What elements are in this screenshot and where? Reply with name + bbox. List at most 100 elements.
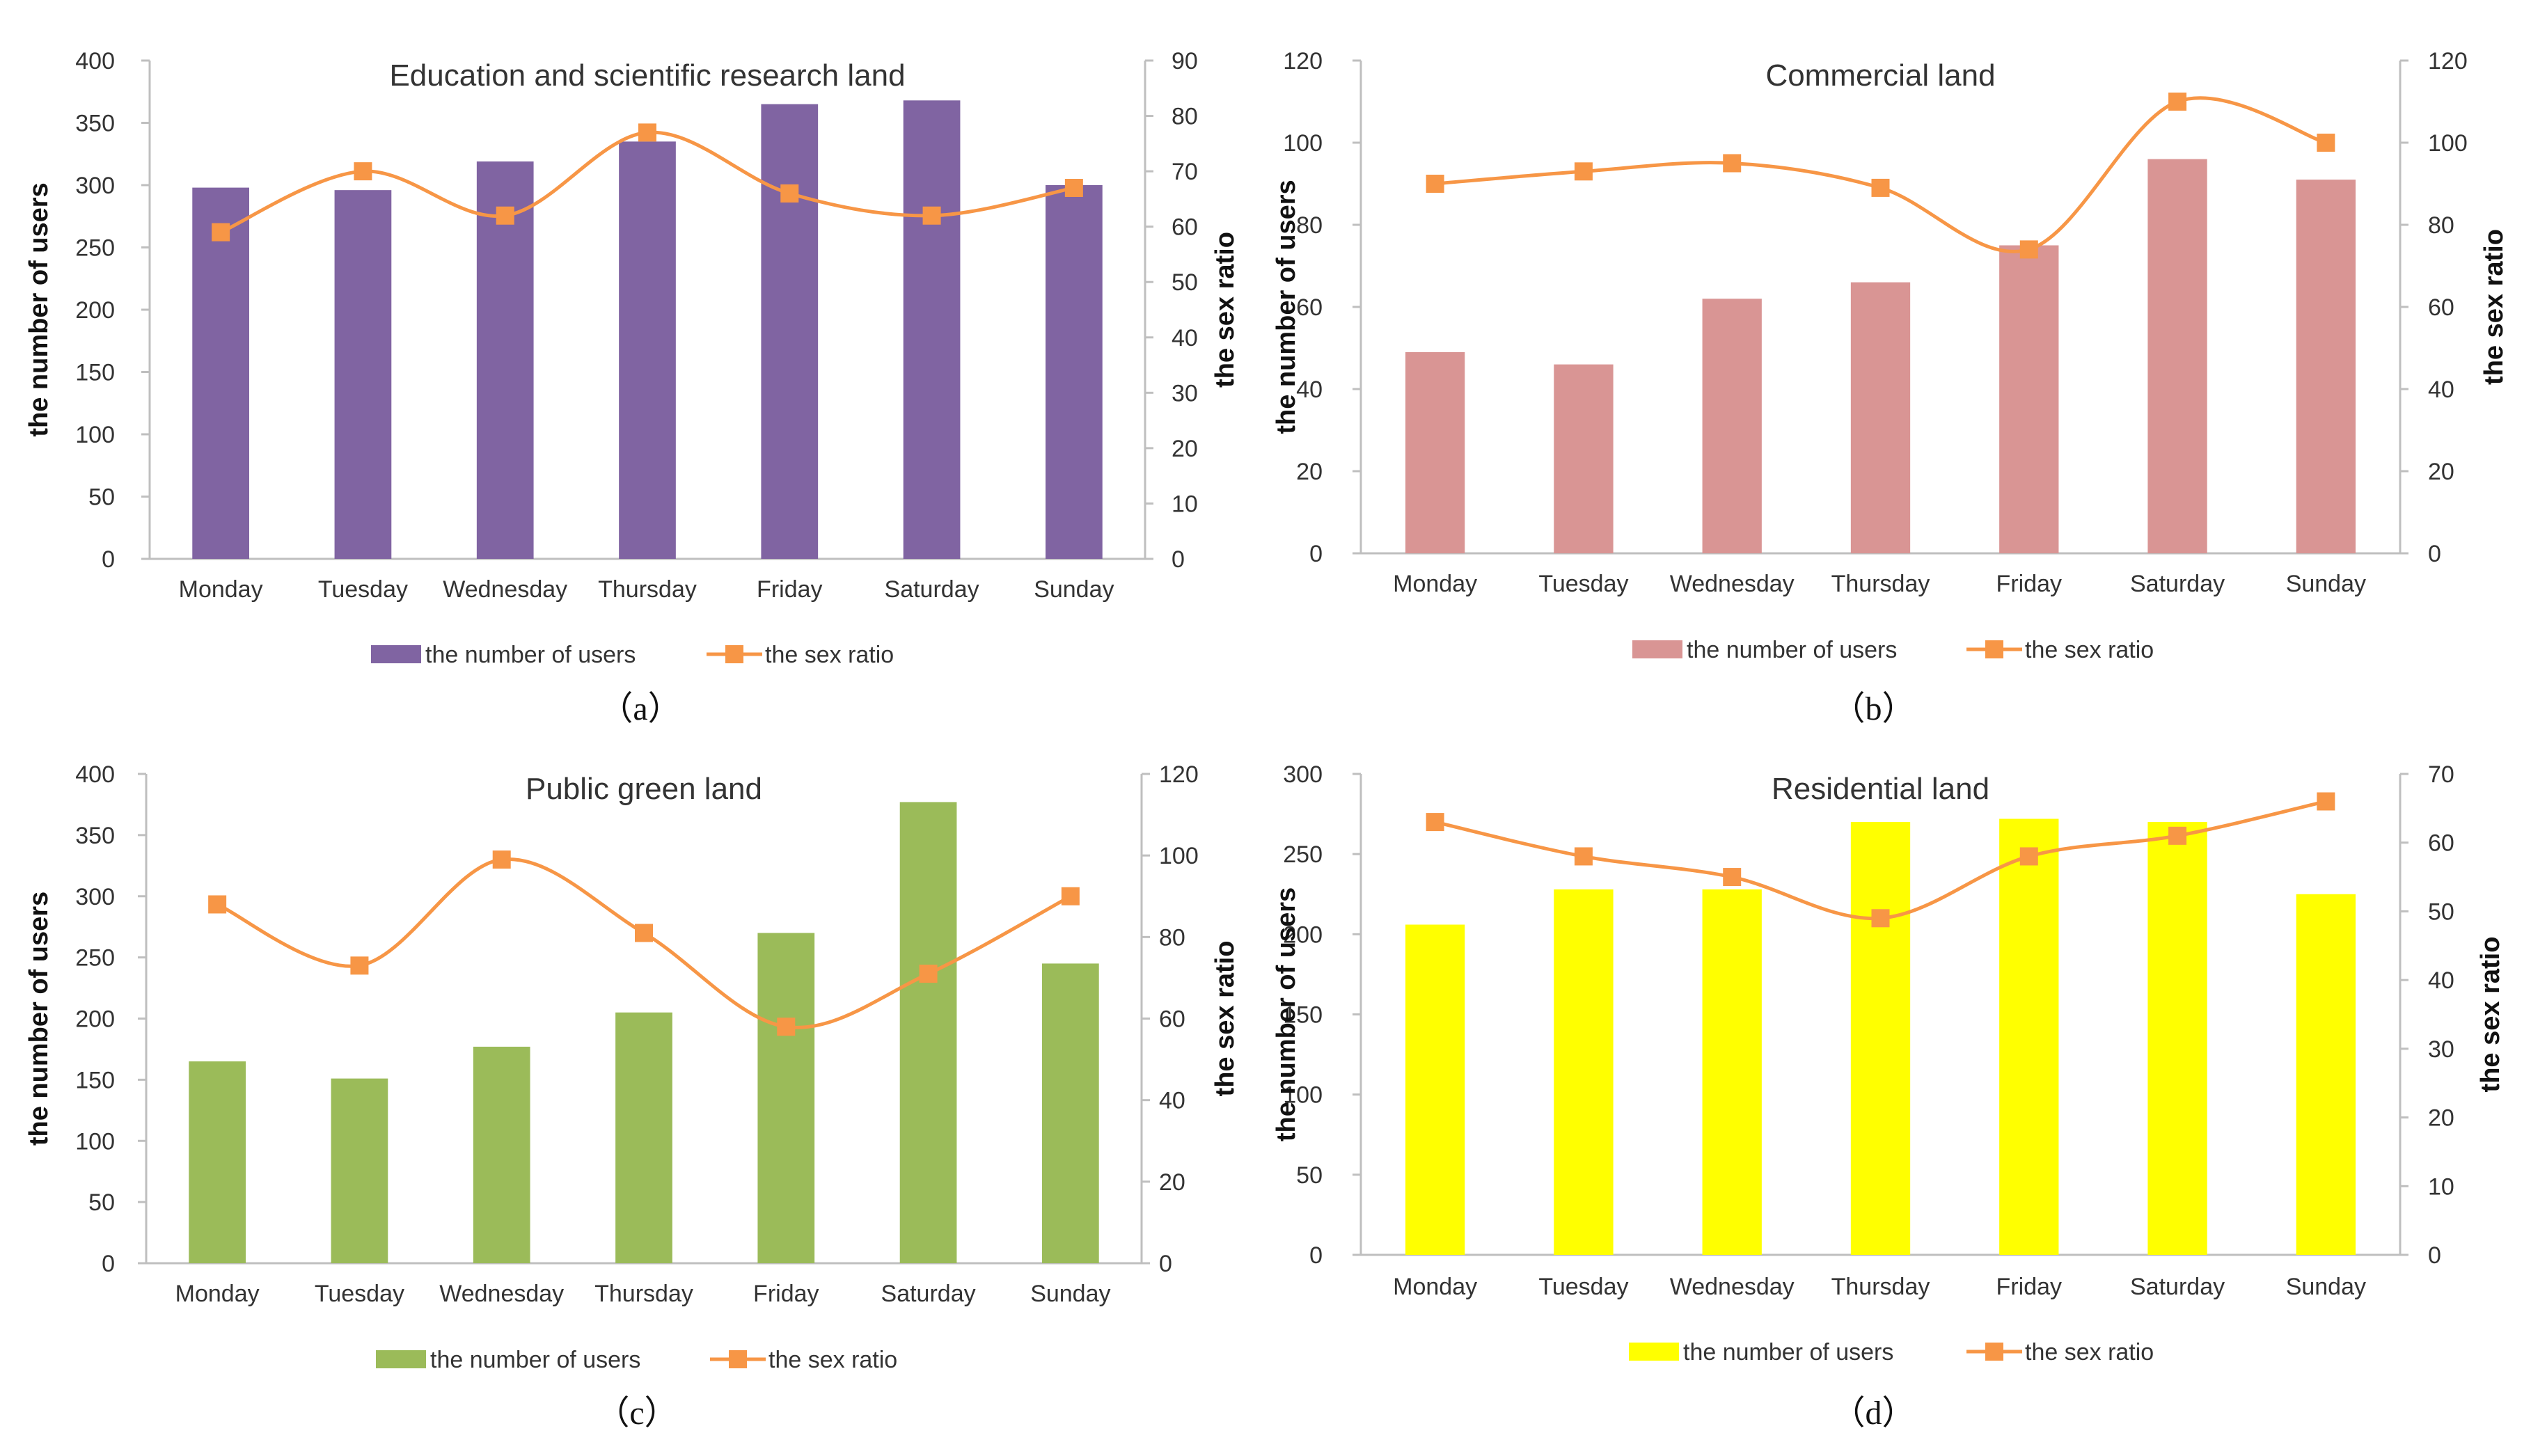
left-tick-label: 0 — [102, 1251, 115, 1277]
right-tick-label: 30 — [2428, 1036, 2454, 1063]
bar — [473, 1046, 530, 1263]
legend: the number of users the sex ratio — [371, 642, 894, 668]
bar — [334, 190, 392, 559]
y-axis-title: the number of users — [1272, 887, 1301, 1141]
left-tick-label: 300 — [75, 884, 115, 910]
right-tick-label: 70 — [1172, 159, 1198, 185]
left-tick-label: 250 — [1283, 841, 1323, 868]
sex-ratio-point — [1426, 175, 1444, 193]
left-tick-label: 200 — [75, 1006, 115, 1033]
x-tick-label: Wednesday — [443, 576, 567, 603]
legend-bar-label: the number of users — [430, 1347, 640, 1373]
legend-bar-swatch — [1629, 1343, 1679, 1361]
bar — [2147, 822, 2207, 1255]
x-tick-label: Sunday — [2286, 1274, 2366, 1300]
chart-title: Residential land — [1772, 772, 1989, 806]
x-tick-label: Saturday — [2130, 1274, 2225, 1300]
x-tick-label: Saturday — [885, 576, 979, 603]
sex-ratio-point — [208, 895, 227, 914]
left-tick-label: 400 — [75, 761, 115, 788]
legend-line-label: the sex ratio — [2025, 637, 2154, 663]
left-tick-label: 250 — [75, 235, 115, 262]
legend-line-marker — [1985, 1343, 2003, 1361]
left-tick-label: 100 — [75, 422, 115, 448]
sex-ratio-point — [212, 223, 230, 242]
right-tick-label: 50 — [2428, 899, 2454, 925]
x-tick-label: Tuesday — [315, 1281, 404, 1307]
legend: the number of users the sex ratio — [376, 1347, 897, 1373]
sex-ratio-point — [1871, 178, 1890, 197]
bar — [1999, 818, 2059, 1255]
sex-ratio-point — [2019, 847, 2038, 866]
legend-bar-label: the number of users — [1683, 1339, 1893, 1366]
left-tick-label: 100 — [75, 1128, 115, 1155]
right-tick-label: 100 — [2428, 130, 2468, 157]
legend-bar-label: the number of users — [425, 642, 636, 668]
left-tick-label: 350 — [75, 111, 115, 137]
right-tick-label: 0 — [2428, 541, 2441, 567]
left-tick-label: 400 — [75, 48, 115, 74]
sex-ratio-point — [1723, 868, 1742, 887]
left-tick-label: 150 — [75, 360, 115, 386]
right-tick-label: 20 — [2428, 459, 2454, 485]
right-tick-label: 40 — [2428, 377, 2454, 403]
right-tick-label: 20 — [1172, 436, 1198, 462]
panel-caption: （d） — [1831, 1395, 1915, 1432]
right-tick-label: 100 — [1159, 843, 1199, 869]
x-tick-label: Thursday — [598, 576, 697, 603]
left-tick-label: 300 — [75, 173, 115, 199]
y2-axis-title: the sex ratio — [1211, 941, 1240, 1097]
legend: the number of users the sex ratio — [1629, 1339, 2154, 1366]
x-tick-label: Sunday — [1034, 576, 1114, 603]
legend: the number of users the sex ratio — [1632, 637, 2154, 663]
legend-line-label: the sex ratio — [768, 1347, 897, 1373]
x-tick-label: Tuesday — [318, 576, 408, 603]
x-tick-label: Monday — [175, 1281, 260, 1307]
bar — [1554, 364, 1614, 553]
left-tick-label: 0 — [1309, 1242, 1323, 1269]
y2-axis-title: the sex ratio — [2479, 229, 2509, 385]
right-tick-label: 0 — [2428, 1242, 2441, 1269]
sex-ratio-point — [2317, 792, 2335, 811]
x-tick-label: Thursday — [1831, 571, 1930, 597]
right-tick-label: 60 — [1172, 214, 1198, 241]
x-tick-label: Thursday — [594, 1281, 693, 1307]
legend-bar-swatch — [371, 645, 421, 663]
sex-ratio-point — [780, 184, 799, 203]
right-tick-label: 60 — [2428, 830, 2454, 857]
bar — [1702, 299, 1762, 553]
bar — [189, 1061, 246, 1263]
sex-ratio-point — [919, 965, 938, 983]
right-tick-label: 0 — [1172, 546, 1185, 573]
right-tick-label: 60 — [2428, 294, 2454, 321]
bar — [2296, 894, 2356, 1255]
sex-ratio-point — [492, 850, 511, 869]
bar — [331, 1078, 388, 1263]
x-tick-label: Saturday — [881, 1281, 976, 1307]
y-axis-title: the number of users — [1272, 180, 1301, 434]
right-tick-label: 10 — [2428, 1173, 2454, 1200]
legend-line-label: the sex ratio — [765, 642, 894, 668]
legend-bar-label: the number of users — [1687, 637, 1897, 663]
bar — [1850, 282, 1911, 553]
sex-ratio-point — [1574, 847, 1593, 866]
x-tick-label: Friday — [1996, 571, 2062, 597]
sex-ratio-point — [2168, 93, 2187, 111]
sex-ratio-point — [1061, 887, 1080, 905]
right-tick-label: 30 — [1172, 380, 1198, 406]
sex-ratio-point — [496, 206, 514, 225]
sex-ratio-point — [2168, 826, 2187, 845]
x-tick-label: Friday — [753, 1281, 819, 1307]
x-tick-label: Friday — [757, 576, 822, 603]
legend-bar-swatch — [1632, 640, 1682, 658]
right-tick-label: 50 — [1172, 269, 1198, 296]
right-tick-label: 10 — [1172, 491, 1198, 517]
right-tick-label: 120 — [2428, 48, 2468, 74]
chart-panel-d: 0 50 100 150 200 250 300 0 10 20 30 40 50 60 70 Monday T… — [1272, 761, 2505, 1432]
left-tick-label: 100 — [1283, 130, 1323, 157]
bar — [1554, 889, 1614, 1255]
y2-axis-title: the sex ratio — [1211, 232, 1240, 388]
left-tick-label: 120 — [1283, 48, 1323, 74]
x-tick-label: Wednesday — [439, 1281, 564, 1307]
panel-caption: （c） — [596, 1395, 677, 1432]
